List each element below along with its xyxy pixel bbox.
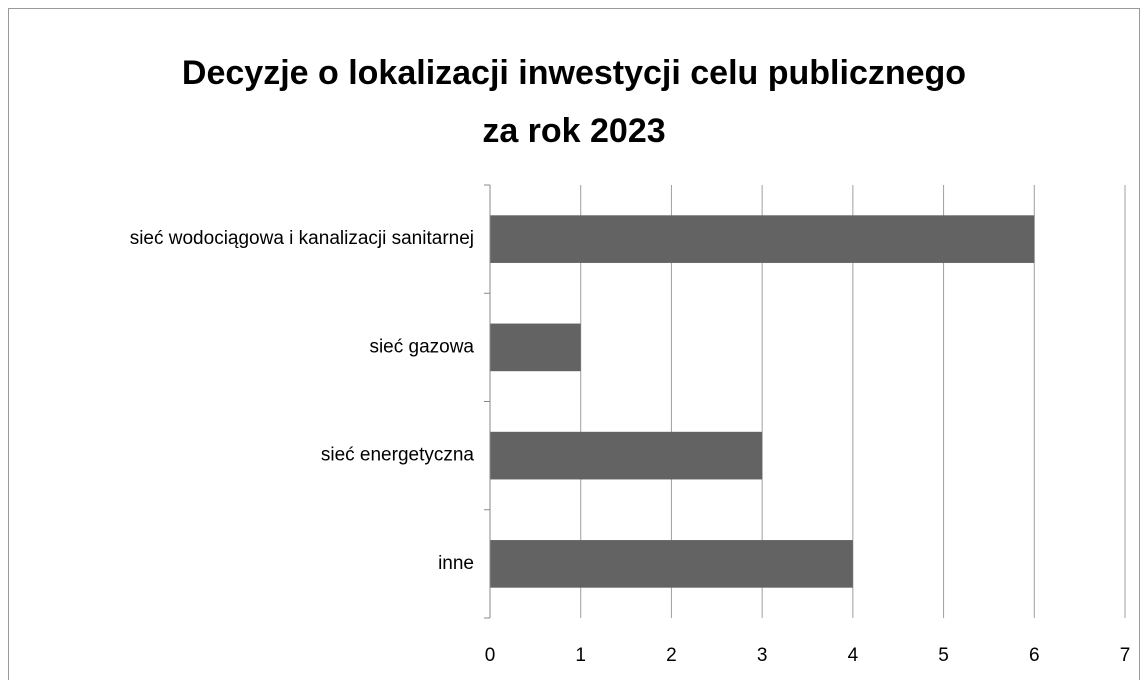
x-tick-label: 6 [1029,645,1040,666]
x-tick-label: 4 [848,645,859,666]
bar [490,323,581,372]
y-tick-label: sieć gazowa [369,336,474,357]
y-tick-label: inne [438,553,474,574]
x-tick-label: 1 [575,645,586,666]
chart-border [8,8,1140,680]
bar [490,431,763,480]
x-tick-label: 5 [938,645,949,666]
x-tick-label: 2 [666,645,677,666]
chart-title: Decyzje o lokalizacji inwestycji celu pu… [181,54,967,150]
y-tick-label: sieć wodociągowa i kanalizacji sanitarne… [130,228,474,249]
x-tick-label: 0 [485,645,496,666]
x-tick-label: 7 [1120,645,1131,666]
bar [490,540,853,588]
x-tick-label: 3 [757,645,768,666]
bar [490,215,1035,263]
y-tick-label: sieć energetyczna [321,445,475,466]
